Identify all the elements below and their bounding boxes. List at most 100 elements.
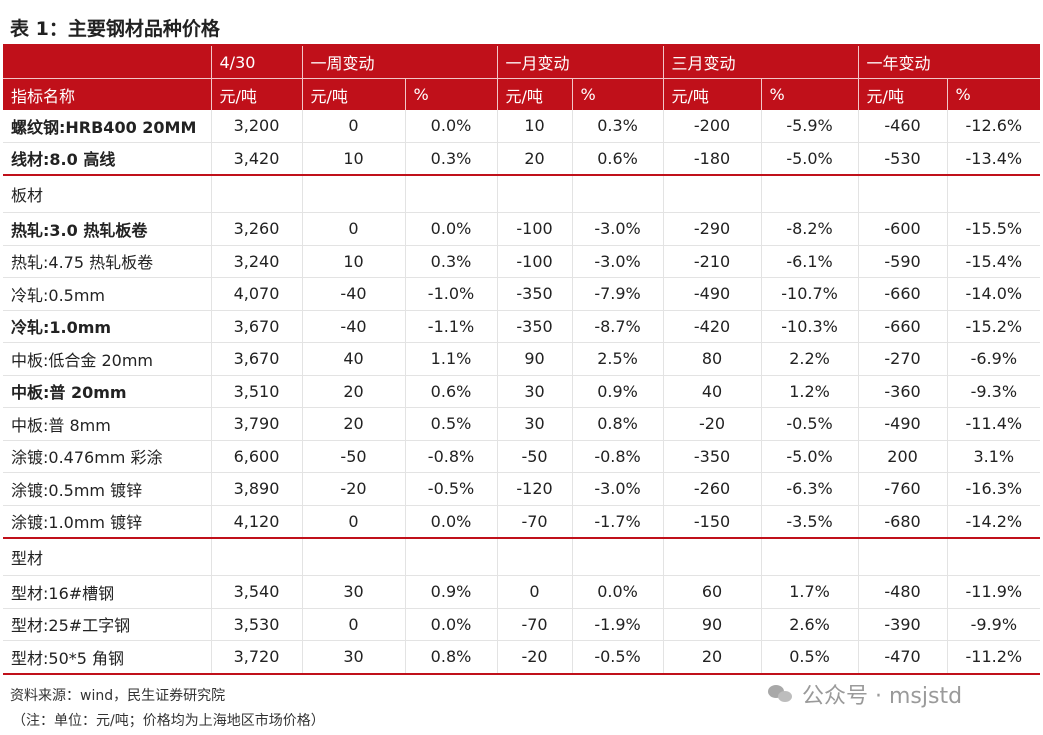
table-cell: 3,530 xyxy=(210,608,302,641)
table-cell: 20 xyxy=(301,407,405,441)
table-cell: 0.8% xyxy=(571,407,664,441)
table-cell: 30 xyxy=(496,407,573,441)
table-cell: 10 xyxy=(496,110,573,143)
table-cell: -350 xyxy=(662,440,762,473)
table-cell: 40 xyxy=(301,342,405,376)
table-cell xyxy=(404,538,498,576)
table-cell: -590 xyxy=(857,245,948,278)
row-label: 型材:50*5 角钢 xyxy=(3,640,211,675)
table-cell: -0.5% xyxy=(571,640,664,675)
table-cell: -8.7% xyxy=(571,310,664,343)
table-cell xyxy=(210,538,302,576)
table-cell xyxy=(571,175,664,213)
header-percent: % xyxy=(760,78,859,110)
table-cell: -470 xyxy=(857,640,948,675)
row-label: 热轧:3.0 热轧板卷 xyxy=(3,212,211,246)
header-percent: % xyxy=(946,78,1041,110)
table-cell: 1.2% xyxy=(760,375,859,408)
table-cell: 0 xyxy=(301,505,405,539)
table-cell: 90 xyxy=(496,342,573,376)
row-label: 热轧:4.75 热轧板卷 xyxy=(3,245,211,278)
header-percent: % xyxy=(404,78,498,110)
table-cell: 3,890 xyxy=(210,472,302,506)
table-cell: -0.8% xyxy=(571,440,664,473)
table-cell: -40 xyxy=(301,310,405,343)
table-cell: 20 xyxy=(496,142,573,176)
table-cell: -1.9% xyxy=(571,608,664,641)
table-cell: 0.3% xyxy=(404,245,498,278)
table-cell: 4,120 xyxy=(210,505,302,539)
table-cell: -5.0% xyxy=(760,142,859,176)
table-cell: -3.5% xyxy=(760,505,859,539)
table-cell: 3,670 xyxy=(210,342,302,376)
table-cell: -660 xyxy=(857,277,948,311)
table-cell xyxy=(946,538,1041,576)
table-cell: -350 xyxy=(496,277,573,311)
table-cell: -480 xyxy=(857,575,948,609)
table-cell: -150 xyxy=(662,505,762,539)
table-cell xyxy=(496,538,573,576)
table-row: 热轧:3.0 热轧板卷 3,260 0 0.0% -100 -3.0% -290 -8.2% -… xyxy=(3,212,1041,246)
table-cell: -8.2% xyxy=(760,212,859,246)
row-label: 中板:普 8mm xyxy=(3,407,211,441)
table-cell: 3,200 xyxy=(210,110,302,143)
table-cell: 90 xyxy=(662,608,762,641)
row-label: 板材 xyxy=(3,175,211,213)
table-body: 螺纹钢:HRB400 20MM 3,200 0 0.0% 10 0.3% -200 -5.9%… xyxy=(3,110,1041,675)
header-unit: 元/吨 xyxy=(662,78,762,110)
section-row: 型材 xyxy=(3,538,1041,576)
table-cell xyxy=(301,175,405,213)
table-cell: -1.7% xyxy=(571,505,664,539)
table-title: 表 1：主要钢材品种价格 xyxy=(10,18,220,40)
row-label: 中板:低合金 20mm xyxy=(3,342,211,376)
table-cell: -5.9% xyxy=(760,110,859,143)
table-cell: -260 xyxy=(662,472,762,506)
table-cell: -10.3% xyxy=(760,310,859,343)
table-cell: 0.9% xyxy=(404,575,498,609)
watermark-text: 公众号 · msjstd xyxy=(802,684,963,709)
source-note: 资料来源：wind，民生证券研究院 xyxy=(10,688,226,704)
table-cell: 6,600 xyxy=(210,440,302,473)
table-cell: 2.2% xyxy=(760,342,859,376)
table-cell xyxy=(496,175,573,213)
header-quarter-change: 三月变动 xyxy=(662,46,859,79)
table-cell xyxy=(946,175,1041,213)
table-cell xyxy=(301,538,405,576)
title-divider xyxy=(3,44,1040,46)
table-cell: -6.9% xyxy=(946,342,1041,376)
table-cell: -360 xyxy=(857,375,948,408)
section-row: 板材 xyxy=(3,175,1041,213)
table-cell: -350 xyxy=(496,310,573,343)
table-row: 涂镀:0.5mm 镀锌 3,890 -20 -0.5% -120 -3.0% -260 -6.… xyxy=(3,472,1041,506)
table-row: 型材:16#槽钢 3,540 30 0.9% 0 0.0% 60 1.7% -480 -11.9% xyxy=(3,575,1041,609)
table-cell: 0.0% xyxy=(404,608,498,641)
table-cell xyxy=(210,175,302,213)
table-cell: -11.9% xyxy=(946,575,1041,609)
table-cell: -15.4% xyxy=(946,245,1041,278)
table-cell: -50 xyxy=(301,440,405,473)
table-cell xyxy=(571,538,664,576)
table-cell: -9.9% xyxy=(946,608,1041,641)
table-cell: -5.0% xyxy=(760,440,859,473)
table-cell xyxy=(760,538,859,576)
table-cell: -390 xyxy=(857,608,948,641)
table-cell: 30 xyxy=(301,575,405,609)
table-cell: -0.5% xyxy=(760,407,859,441)
table-row: 涂镀:1.0mm 镀锌 4,120 0 0.0% -70 -1.7% -150 -3.5% -6… xyxy=(3,505,1041,539)
table-cell xyxy=(662,175,762,213)
row-label: 型材 xyxy=(3,538,211,576)
table-cell: -530 xyxy=(857,142,948,176)
header-month-change: 一月变动 xyxy=(496,46,664,79)
table-cell: 10 xyxy=(301,142,405,176)
table-cell: 3,260 xyxy=(210,212,302,246)
header-unit: 元/吨 xyxy=(857,78,948,110)
row-label: 线材:8.0 高线 xyxy=(3,142,211,176)
table-cell: -50 xyxy=(496,440,573,473)
table-cell: -3.0% xyxy=(571,472,664,506)
header-unit: 元/吨 xyxy=(210,78,302,110)
table-cell: -270 xyxy=(857,342,948,376)
table-cell: 0.8% xyxy=(404,640,498,675)
steel-price-table: 4/30 一周变动 一月变动 三月变动 一年变动 指标名称 元/吨 元/吨 % … xyxy=(3,46,1041,675)
table-cell: 0 xyxy=(496,575,573,609)
